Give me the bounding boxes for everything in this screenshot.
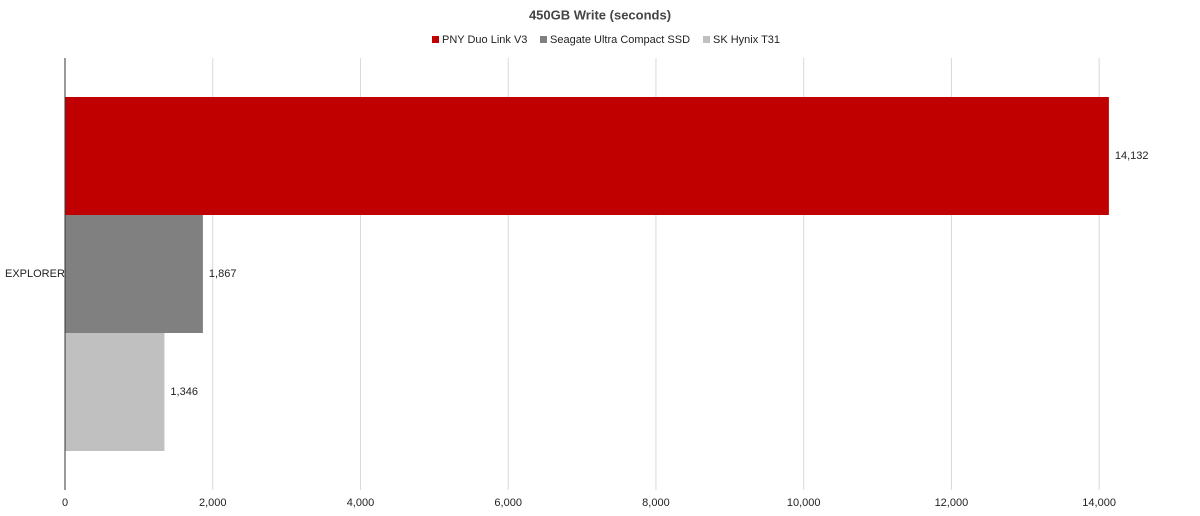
x-tick-label: 8,000 bbox=[642, 497, 670, 509]
legend-swatch bbox=[540, 36, 547, 43]
legend-swatch bbox=[703, 36, 710, 43]
x-tick-label: 10,000 bbox=[787, 497, 821, 509]
bar bbox=[65, 97, 1109, 215]
data-label: 14,132 bbox=[1115, 150, 1149, 162]
x-tick-label: 4,000 bbox=[347, 497, 375, 509]
data-label: 1,346 bbox=[170, 386, 198, 398]
x-tick-label: 14,000 bbox=[1082, 497, 1116, 509]
chart-title: 450GB Write (seconds) bbox=[529, 7, 671, 22]
legend-swatch bbox=[432, 36, 439, 43]
bar bbox=[65, 215, 203, 333]
bar bbox=[65, 333, 165, 451]
legend-label: PNY Duo Link V3 bbox=[442, 34, 527, 46]
x-tick-label: 12,000 bbox=[935, 497, 969, 509]
y-tick-label: EXPLORER bbox=[5, 268, 65, 280]
x-tick-label: 6,000 bbox=[494, 497, 522, 509]
x-tick-label: 0 bbox=[62, 497, 68, 509]
x-tick-label: 2,000 bbox=[199, 497, 227, 509]
legend-label: Seagate Ultra Compact SSD bbox=[550, 34, 690, 46]
legend-label: SK Hynix T31 bbox=[713, 34, 780, 46]
data-label: 1,867 bbox=[209, 268, 237, 280]
